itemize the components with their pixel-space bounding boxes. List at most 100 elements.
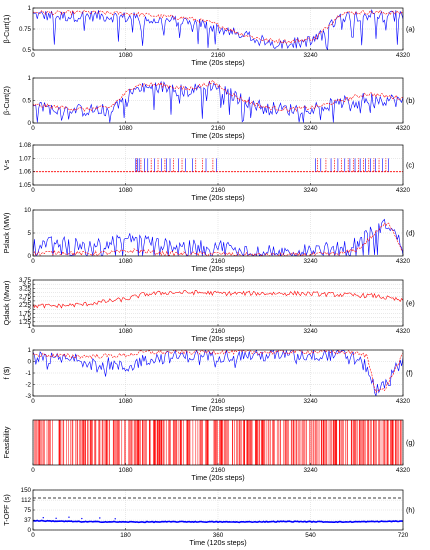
y-tick-label: 0.5 bbox=[22, 47, 31, 54]
y-tick-label: 3.5 bbox=[22, 281, 31, 288]
x-tick-label: 540 bbox=[305, 532, 316, 539]
x-tick-label: 1080 bbox=[118, 467, 133, 474]
outlier-point bbox=[81, 517, 83, 520]
x-tick-label: 3240 bbox=[303, 398, 318, 405]
x-axis-label: Time (20s steps) bbox=[191, 404, 244, 413]
panel-a: 0 1080 2160 3240 4320 0.5 0.75 1 Time (20s steps… bbox=[2, 5, 415, 67]
plot-area bbox=[33, 350, 403, 396]
x-tick-label: 3240 bbox=[303, 258, 318, 265]
series-line-red bbox=[33, 290, 403, 309]
x-tick-label: 4320 bbox=[396, 52, 411, 59]
plot-area bbox=[33, 158, 403, 173]
series-line-red bbox=[33, 222, 403, 256]
series-line-red bbox=[33, 350, 403, 393]
x-tick-label: 2160 bbox=[211, 398, 226, 405]
x-tick-label: 2160 bbox=[211, 125, 226, 132]
outlier-point bbox=[42, 517, 44, 519]
x-tick-label: 0 bbox=[31, 467, 35, 474]
x-tick-label: 2160 bbox=[211, 467, 226, 474]
y-tick-label: 1 bbox=[28, 75, 32, 82]
x-axis-label: Time (20s steps) bbox=[191, 334, 244, 343]
x-tick-label: 0 bbox=[31, 398, 35, 405]
outlier-point bbox=[114, 518, 116, 520]
y-tick-label: 150 bbox=[21, 487, 32, 494]
series-line-blue bbox=[33, 9, 403, 50]
y-tick-label: 0 bbox=[28, 253, 32, 260]
x-tick-label: 1080 bbox=[118, 187, 133, 194]
panel-tag: (a) bbox=[406, 25, 415, 34]
x-tick-label: 4320 bbox=[396, 187, 411, 194]
series-line-blue bbox=[33, 218, 403, 256]
panel-f: 0 1080 2160 3240 4320 -3 -2 -1 0 1 Time (20s steps… bbox=[2, 347, 413, 413]
x-tick-label: 1080 bbox=[118, 328, 133, 335]
panel-g: 0 1080 2160 3240 4320 Time (20s steps) Feasibi… bbox=[2, 419, 415, 482]
series-line-red bbox=[33, 80, 403, 112]
y-tick-label: 1.06 bbox=[19, 169, 32, 176]
x-axis-label: Time (20s steps) bbox=[191, 58, 244, 67]
panel-tag: (d) bbox=[406, 229, 415, 238]
series-line-blue bbox=[33, 519, 403, 524]
y-tick-label: 112 bbox=[21, 497, 31, 504]
x-axis-label: Time (20s steps) bbox=[191, 264, 244, 273]
y-axis-label: f ($) bbox=[2, 367, 11, 380]
y-axis-label: Qslack (Mvar) bbox=[2, 281, 11, 326]
x-tick-label: 2160 bbox=[211, 52, 226, 59]
feasibility-trace bbox=[33, 420, 403, 465]
y-tick-label: 1 bbox=[28, 5, 32, 12]
x-tick-label: 4320 bbox=[396, 328, 411, 335]
x-tick-label: 3240 bbox=[303, 328, 318, 335]
y-tick-label: 2.75 bbox=[19, 294, 32, 301]
y-tick-label: 1.5 bbox=[22, 315, 31, 322]
panel-tag: (g) bbox=[406, 438, 415, 447]
y-axis-label: V-s bbox=[2, 159, 11, 170]
x-tick-label: 4320 bbox=[396, 398, 411, 405]
y-tick-label: 2 bbox=[28, 306, 32, 313]
y-tick-label: 37 bbox=[24, 517, 31, 524]
panel-h: 0 180 360 540 720 0 37 75 112 150 Time (120s steps… bbox=[2, 487, 415, 547]
x-tick-label: 0 bbox=[31, 187, 35, 194]
x-tick-label: 0 bbox=[31, 258, 35, 265]
y-tick-label: 10 bbox=[24, 207, 31, 214]
x-tick-label: 0 bbox=[31, 52, 35, 59]
x-tick-label: 0 bbox=[31, 328, 35, 335]
outlier-point bbox=[68, 516, 70, 518]
plot-area bbox=[33, 80, 403, 123]
x-axis-label: Time (20s steps) bbox=[191, 131, 244, 140]
y-tick-label: 0.75 bbox=[19, 26, 32, 33]
y-tick-label: -2 bbox=[25, 382, 31, 389]
y-tick-label: 5 bbox=[28, 230, 32, 237]
panel-e: 0 1080 2160 3240 4320 11.251.51.7522.252.52.7… bbox=[2, 277, 415, 343]
outlier-point bbox=[99, 517, 101, 519]
y-tick-label: 1.05 bbox=[19, 182, 32, 189]
y-axis-label: β-Curt(1) bbox=[2, 15, 11, 44]
panel-tag: (e) bbox=[406, 299, 415, 308]
y-tick-label: 0 bbox=[28, 527, 32, 534]
y-tick-label: 1.25 bbox=[19, 319, 32, 326]
y-tick-label: 1.75 bbox=[19, 310, 32, 317]
panel-b: 0 1080 2160 3240 4320 0 0.5 1 Time (20s steps) β-… bbox=[2, 75, 415, 140]
x-tick-label: 4320 bbox=[396, 467, 411, 474]
plot-area bbox=[33, 420, 403, 465]
y-tick-label: 1 bbox=[28, 347, 32, 354]
y-axis-label: T-OPF (s) bbox=[2, 494, 11, 526]
plot-area bbox=[33, 218, 403, 256]
x-axis-label: Time (20s steps) bbox=[191, 473, 244, 482]
x-tick-label: 3240 bbox=[303, 467, 318, 474]
y-tick-label: 1.08 bbox=[19, 142, 32, 149]
panel-c: 0 1080 2160 3240 4320 1.05 1.06 1.07 1.08 Time (2… bbox=[2, 142, 414, 202]
y-axis-label: Pslack (MW) bbox=[2, 213, 11, 254]
y-tick-label: 75 bbox=[24, 507, 31, 514]
y-tick-label: 3 bbox=[28, 290, 32, 297]
y-tick-label: -1 bbox=[25, 370, 31, 377]
x-tick-label: 2160 bbox=[211, 187, 226, 194]
plot-area bbox=[33, 290, 403, 309]
panel-tag: (b) bbox=[406, 96, 415, 105]
y-tick-label: 3.75 bbox=[19, 277, 32, 284]
series-line-blue bbox=[33, 80, 403, 123]
y-tick-label: 0.5 bbox=[22, 98, 31, 105]
y-tick-label: 1 bbox=[28, 323, 32, 330]
y-tick-label: 2.5 bbox=[22, 298, 31, 305]
x-tick-label: 1080 bbox=[118, 398, 133, 405]
series-line-red bbox=[33, 9, 403, 45]
x-tick-label: 2160 bbox=[211, 328, 226, 335]
